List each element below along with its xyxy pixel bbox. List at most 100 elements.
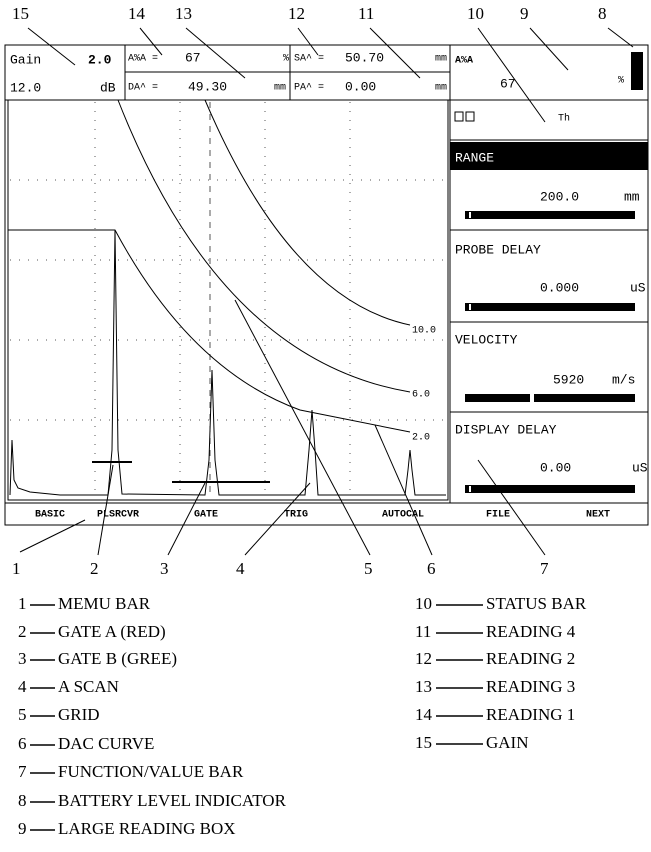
function-unit: m/s: [612, 372, 635, 387]
legend-number: 11: [415, 622, 431, 641]
menu-item: TRIG: [284, 510, 308, 521]
leader: [529, 27, 569, 71]
battery: [631, 52, 643, 90]
a-scan: [9, 229, 446, 496]
callout-number: 15: [12, 4, 29, 23]
callout-number: 11: [358, 4, 374, 23]
callout-number: 3: [160, 559, 169, 578]
menu-item: BASIC: [35, 510, 65, 521]
legend-number: 14: [415, 705, 433, 724]
callout-number: 2: [90, 559, 99, 578]
legend-number: 10: [415, 594, 432, 613]
callout-number: 14: [128, 4, 146, 23]
legend-label: A SCAN: [58, 677, 119, 696]
reading-label: DA^ =: [128, 83, 158, 94]
legend-label: FUNCTION/VALUE BAR: [58, 762, 244, 781]
menu-item: PLSRCVR: [97, 510, 139, 521]
legend-number: 13: [415, 677, 432, 696]
reading-value: 49.30: [188, 79, 227, 94]
leader: [477, 459, 546, 556]
reading-unit: mm: [435, 83, 447, 94]
menu-item: AUTOCAL: [382, 510, 424, 521]
legend-label: STATUS BAR: [486, 594, 587, 613]
function-value: 5920: [553, 372, 584, 387]
function-unit: uS: [632, 460, 648, 475]
callout-number: 1: [12, 559, 21, 578]
callout-number: 6: [427, 559, 436, 578]
callout-number: 12: [288, 4, 305, 23]
large-reading-unit: %: [618, 76, 624, 87]
leader: [19, 519, 86, 553]
function-value: 0.000: [540, 280, 579, 295]
function-value: 0.00: [540, 460, 571, 475]
value-bar-marker: [469, 212, 471, 218]
reading-unit: %: [283, 54, 289, 65]
gain-value: 12.0: [10, 80, 41, 95]
dac-curve: [117, 99, 411, 393]
function-value: 200.0: [540, 189, 579, 204]
legend-label: MEMU BAR: [58, 594, 151, 613]
reading-label: A%A =: [128, 54, 158, 65]
large-reading-value: 67: [500, 76, 516, 91]
leader: [297, 27, 319, 56]
dac-curve: [8, 229, 411, 433]
function-unit: mm: [624, 189, 640, 204]
legend-number: 8: [18, 791, 27, 810]
leader: [244, 482, 311, 556]
reading-value: 67: [185, 50, 201, 65]
legend-label: READING 4: [486, 622, 576, 641]
reading-label: PA^ =: [294, 83, 324, 94]
dac-curve: [204, 99, 411, 326]
function-label: DISPLAY DELAY: [455, 422, 557, 437]
legend-number: 1: [18, 594, 27, 613]
legend-number: 6: [18, 734, 27, 753]
legend-label: GATE A (RED): [58, 622, 166, 641]
leader: [27, 27, 76, 66]
legend-number: 15: [415, 733, 432, 752]
legend-label: LARGE READING BOX: [58, 819, 236, 838]
legend-number: 5: [18, 705, 27, 724]
gain-step: 2.0: [88, 52, 112, 67]
legend-label: READING 3: [486, 677, 575, 696]
leader: [234, 299, 371, 556]
legend-label: READING 2: [486, 649, 575, 668]
callout-number: 8: [598, 4, 607, 23]
gain-label: Gain: [10, 52, 41, 67]
reading-value: 0.00: [345, 79, 376, 94]
function-unit: uS: [630, 280, 646, 295]
screen-frame: [4, 44, 649, 526]
value-bar-marker: [469, 304, 471, 310]
reading-unit: mm: [435, 54, 447, 65]
plot-area: [7, 99, 449, 501]
legend-label: DAC CURVE: [58, 734, 154, 753]
leader: [374, 424, 433, 556]
status-icon: [454, 111, 464, 122]
function-label: RANGE: [455, 150, 494, 165]
large-reading-label: A%A: [455, 56, 473, 67]
value-bar: [465, 303, 635, 311]
function-label: VELOCITY: [455, 332, 518, 347]
value-bar: [465, 485, 635, 493]
menu-item: GATE: [194, 510, 218, 521]
range-header: [450, 142, 648, 170]
status-text: Th: [558, 113, 570, 125]
dac-label: 2.0: [412, 433, 430, 444]
callout-number: 4: [236, 559, 245, 578]
legend-number: 2: [18, 622, 27, 641]
gain-unit: dB: [100, 80, 116, 95]
legend-number: 12: [415, 649, 432, 668]
legend-label: READING 1: [486, 705, 575, 724]
legend-number: 7: [18, 762, 27, 781]
status-icon: [465, 111, 475, 122]
leader: [97, 464, 114, 556]
menu-item: FILE: [486, 510, 510, 521]
leader-lines: [19, 27, 634, 556]
legend-label: GAIN: [486, 733, 529, 752]
callout-number: 10: [467, 4, 484, 23]
reading-value: 50.70: [345, 50, 384, 65]
legend-label: GATE B (GREE): [58, 649, 177, 668]
menu-item: NEXT: [586, 510, 610, 521]
leader: [477, 27, 546, 123]
leader: [167, 482, 206, 556]
reading-unit: mm: [274, 83, 286, 94]
